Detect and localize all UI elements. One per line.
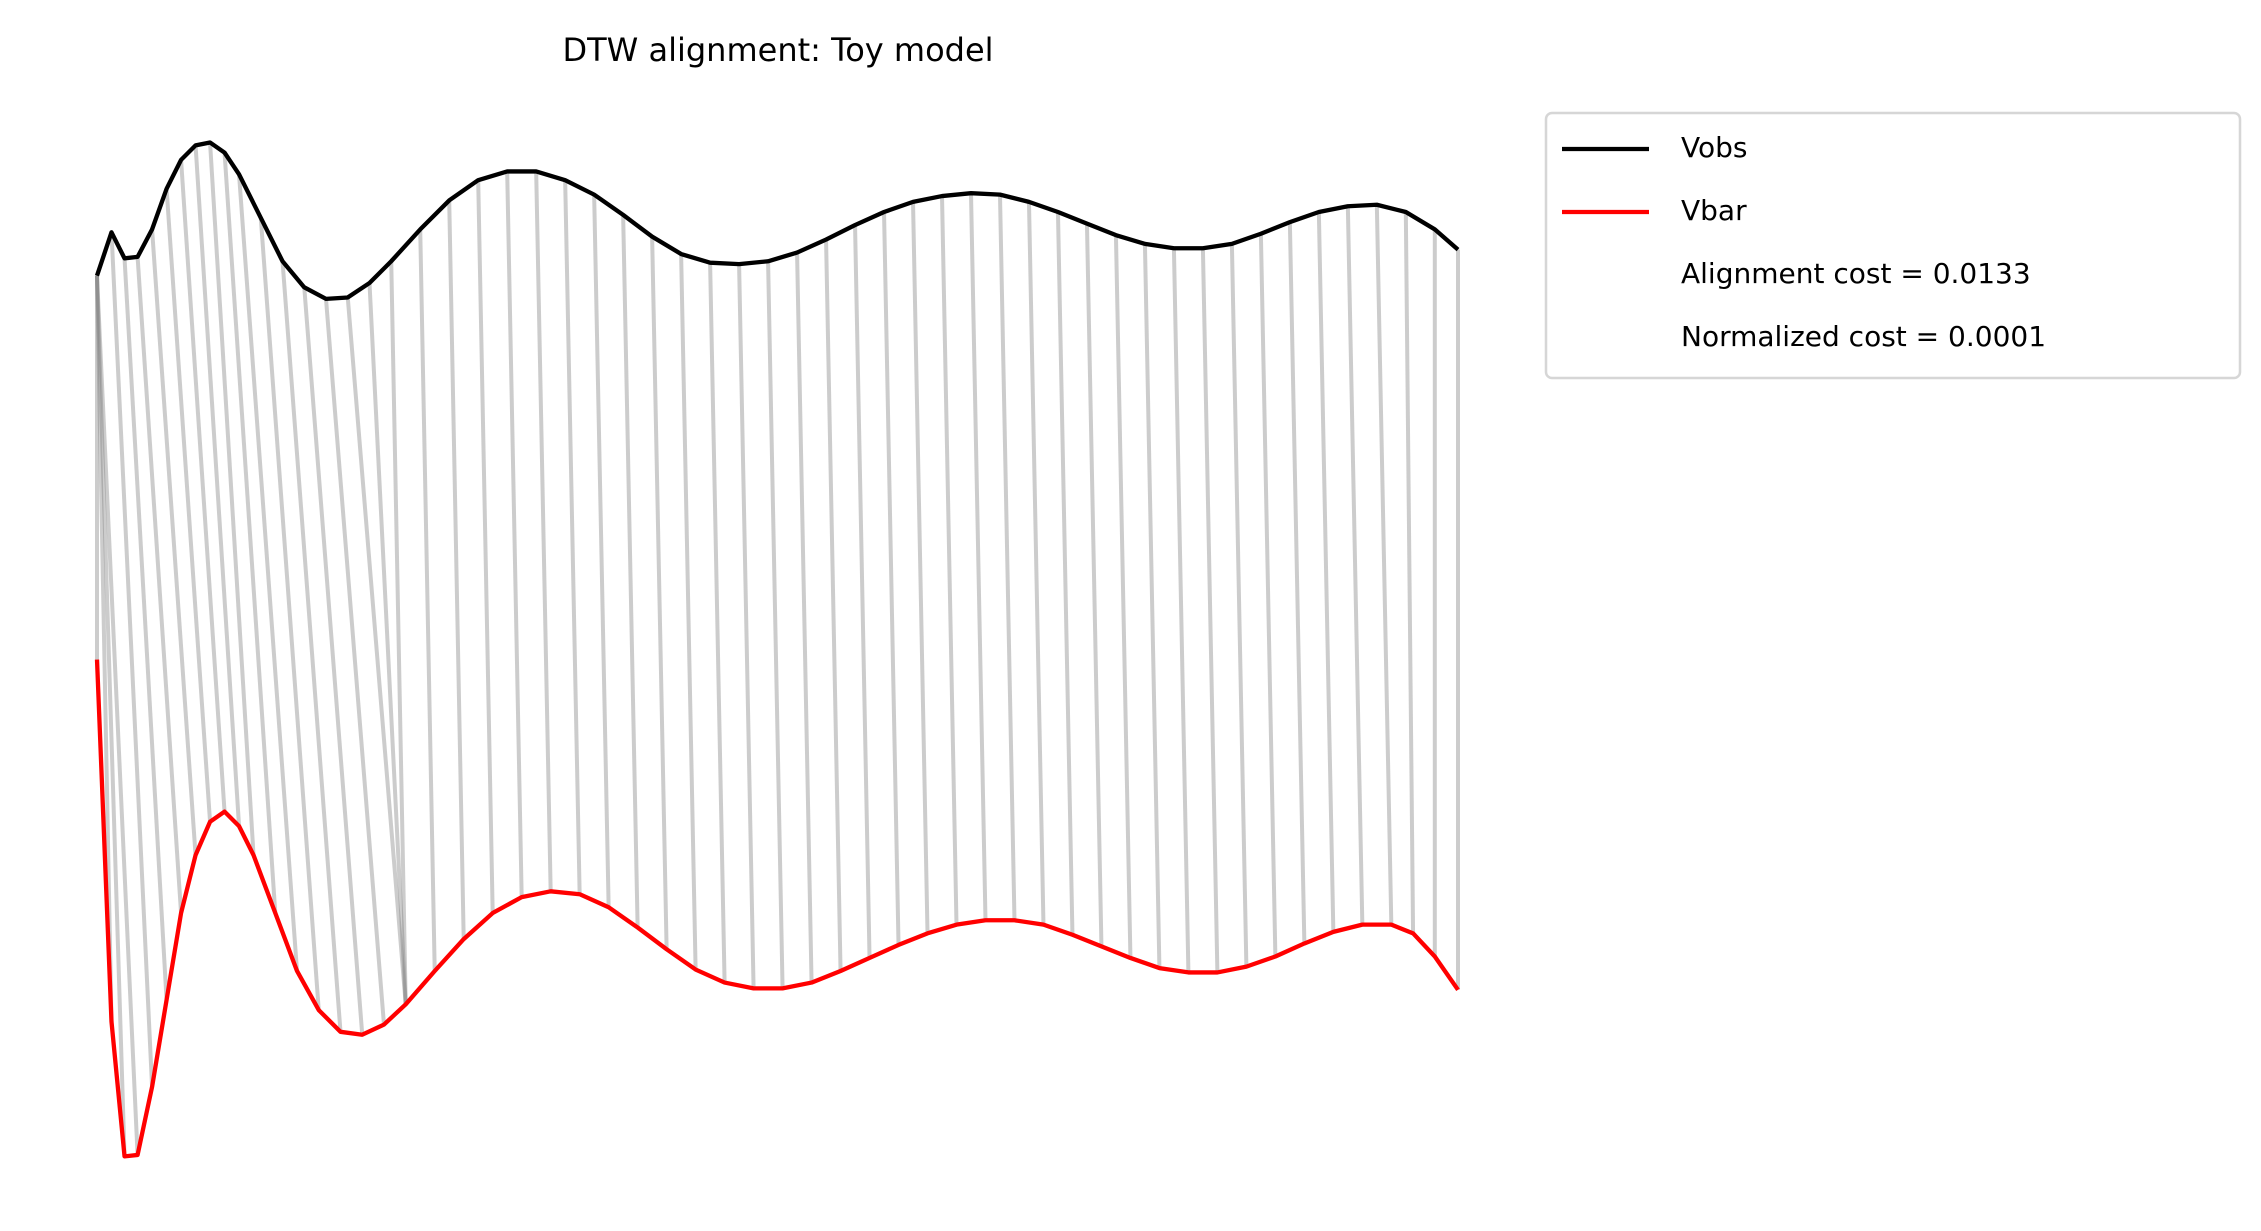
alignment-line <box>853 225 872 958</box>
alignment-line <box>193 145 242 827</box>
alignment-line <box>95 275 140 1156</box>
series-line <box>94 140 1460 302</box>
alignment-line <box>95 275 127 1157</box>
alignment-line <box>1200 248 1220 973</box>
alignment-line <box>222 152 278 914</box>
alignment-line <box>997 194 1017 921</box>
alignment-line <box>1345 206 1365 925</box>
alignment-line <box>940 196 959 925</box>
alignment-line <box>95 275 114 1022</box>
alignment-line <box>563 180 582 895</box>
alignment-line <box>534 171 553 892</box>
alignment-line <box>1258 233 1278 957</box>
alignment-line <box>505 171 524 898</box>
legend-note: Alignment cost = 0.0133 <box>1681 257 2031 290</box>
legend-box <box>1544 111 2242 380</box>
alignment-line <box>708 262 727 983</box>
alignment-line <box>1229 243 1249 967</box>
legend-note: Normalized cost = 0.0001 <box>1681 320 2046 353</box>
alignment-line <box>447 200 466 940</box>
alignment-line <box>122 258 169 1001</box>
alignment-line <box>1113 235 1133 958</box>
alignment-line <box>302 287 365 1035</box>
alignment-line <box>1316 211 1336 932</box>
legend: Vobs Vbar Alignment cost = 0.0133 Normalize… <box>1544 111 2242 380</box>
alignment-line <box>592 194 611 908</box>
chart-title: DTW alignment: Toy model <box>562 31 993 69</box>
alignment-line <box>109 232 155 1087</box>
alignment-line <box>1171 248 1191 973</box>
legend-label: Vbar <box>1681 194 1747 227</box>
alignment-line <box>476 180 495 914</box>
alignment-line <box>150 229 198 856</box>
alignment-line <box>968 193 988 921</box>
series-line <box>94 659 1460 1159</box>
legend-label: Vobs <box>1681 131 1747 164</box>
alignment-line <box>795 252 814 983</box>
alignment-line <box>1374 204 1394 925</box>
alignment-line <box>208 142 256 856</box>
alignment-line <box>164 188 213 822</box>
alignment-line <box>1026 201 1046 925</box>
alignment-line <box>418 229 437 972</box>
alignment-line <box>280 261 343 1032</box>
alignment-line <box>345 297 408 1005</box>
alignment-line <box>135 256 184 914</box>
alignment-line <box>258 217 321 1011</box>
alignment-line <box>824 239 843 972</box>
alignment-line <box>237 174 300 972</box>
alignment-line <box>766 261 785 989</box>
alignment-line <box>1084 223 1104 947</box>
alignment-line <box>911 201 930 934</box>
alignment-line <box>389 261 408 1005</box>
alignment-line <box>621 214 640 928</box>
alignment-line <box>324 298 386 1025</box>
alignment-line <box>737 264 756 989</box>
alignment-line <box>179 159 227 812</box>
alignment-line <box>1403 211 1416 934</box>
alignment-line <box>1055 211 1075 935</box>
alignment-line <box>650 236 669 950</box>
alignment-line <box>1142 243 1162 969</box>
alignment-line <box>367 282 408 1005</box>
alignment-line <box>882 211 901 945</box>
alignment-line <box>679 253 698 970</box>
alignment-line <box>1287 222 1307 944</box>
